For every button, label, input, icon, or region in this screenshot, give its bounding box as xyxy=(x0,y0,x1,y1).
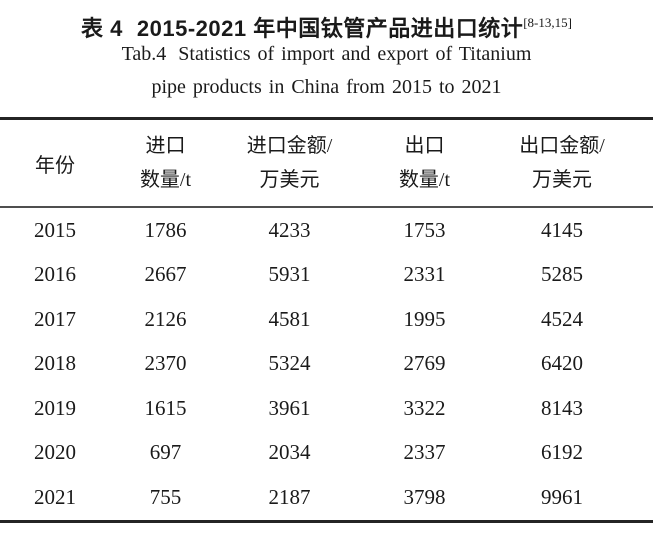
column-header-2: 进口金额/万美元 xyxy=(221,119,358,208)
table-row: 2019 1615 3961 3322 8143 xyxy=(0,386,653,431)
column-header-line2: 万美元 xyxy=(259,169,320,191)
value-cell: 1786 xyxy=(144,217,187,242)
value-cell: 697 xyxy=(149,440,182,465)
value-cell: 2187 xyxy=(268,484,311,509)
table-caption-zh: 表 4 2015-2021 年中国钛管产品进出口统计[8-13,15] xyxy=(0,0,653,41)
value-cell: 2667 xyxy=(144,262,187,287)
value-cell: 5324 xyxy=(268,351,311,376)
table-number-en: Tab.4 xyxy=(121,43,167,65)
value-cell: 6192 xyxy=(541,440,583,465)
value-cell: 2370 xyxy=(144,351,187,376)
value-cell: 2337 xyxy=(403,440,446,465)
value-cell: 4233 xyxy=(268,217,311,242)
column-header-0: 年份 xyxy=(35,154,75,177)
table-caption-en-line2: pipe products in China from 2015 to 2021 xyxy=(151,76,502,98)
table-row: 2016 2667 5931 2331 5285 xyxy=(0,253,653,298)
value-cell: 1995 xyxy=(403,306,446,331)
column-header-line2: 万美元 xyxy=(532,169,592,191)
value-cell: 2331 xyxy=(403,262,446,287)
value-cell: 4581 xyxy=(268,306,311,331)
value-cell: 1753 xyxy=(403,217,446,242)
column-header-line1: 出口金额/ xyxy=(519,135,605,157)
year-cell: 2016 xyxy=(34,262,76,287)
table-row: 2020 697 2034 2337 6192 xyxy=(0,431,653,476)
table-body: 2015 1786 4233 1753 4145 2016 2667 5931 2331 5285… xyxy=(0,207,653,521)
year-cell: 2021 xyxy=(34,484,76,509)
year-cell: 2017 xyxy=(34,306,76,331)
value-cell: 2126 xyxy=(144,306,187,331)
table-row: 2015 1786 4233 1753 4145 xyxy=(0,207,653,253)
year-cell: 2020 xyxy=(34,440,76,465)
value-cell: 755 xyxy=(149,484,182,509)
value-cell: 2034 xyxy=(268,440,311,465)
column-header-line2: 数量/t xyxy=(139,169,192,191)
column-header-3: 出口数量/t xyxy=(358,119,491,208)
column-header-4: 出口金额/万美元 xyxy=(491,119,653,208)
table-header: 年份 进口 数量/t 进口金额/万美元 出口 数量/t 出口金额/万美元 xyxy=(0,119,653,208)
value-cell: 5285 xyxy=(541,262,583,287)
value-cell: 5931 xyxy=(268,262,311,287)
column-header-1: 进口数量/t xyxy=(110,119,221,208)
table-row: 2021 755 2187 3798 9961 xyxy=(0,475,653,521)
column-header-line1: 进口金额/ xyxy=(246,135,333,157)
value-cell: 8143 xyxy=(541,395,583,420)
citation-superscript: [8-13,15] xyxy=(523,15,572,30)
table-row: 2017 2126 4581 1995 4524 xyxy=(0,297,653,342)
column-header-line1: 出口 xyxy=(404,135,445,157)
value-cell: 3798 xyxy=(403,484,446,509)
column-header-line2: 数量/t xyxy=(398,169,451,191)
value-cell: 4145 xyxy=(541,217,583,242)
value-cell: 1615 xyxy=(144,395,187,420)
table-caption-en-line1: Tab.4 Statistics of import and export of … xyxy=(0,38,653,71)
statistics-table: 年份 进口 数量/t 进口金额/万美元 出口 数量/t 出口金额/万美元 2015 1786 4… xyxy=(0,117,653,523)
value-cell: 9961 xyxy=(541,484,583,509)
table-number-zh: 表 4 xyxy=(81,16,123,41)
year-cell: 2015 xyxy=(34,217,76,242)
year-cell: 2019 xyxy=(34,395,76,420)
value-cell: 3961 xyxy=(268,395,311,420)
column-header-line1: 进口 xyxy=(145,135,186,157)
value-cell: 4524 xyxy=(541,306,583,331)
table-caption-en-text: Statistics of import and export of Titan… xyxy=(178,43,532,65)
value-cell: 3322 xyxy=(403,395,446,420)
table-caption-zh-text: 2015-2021 年中国钛管产品进出口统计 xyxy=(136,16,524,41)
value-cell: 2769 xyxy=(403,351,446,376)
table-header-row: 年份 进口 数量/t 进口金额/万美元 出口 数量/t 出口金额/万美元 xyxy=(0,119,653,208)
value-cell: 6420 xyxy=(541,351,583,376)
year-cell: 2018 xyxy=(34,351,76,376)
table-row: 2018 2370 5324 2769 6420 xyxy=(0,342,653,387)
